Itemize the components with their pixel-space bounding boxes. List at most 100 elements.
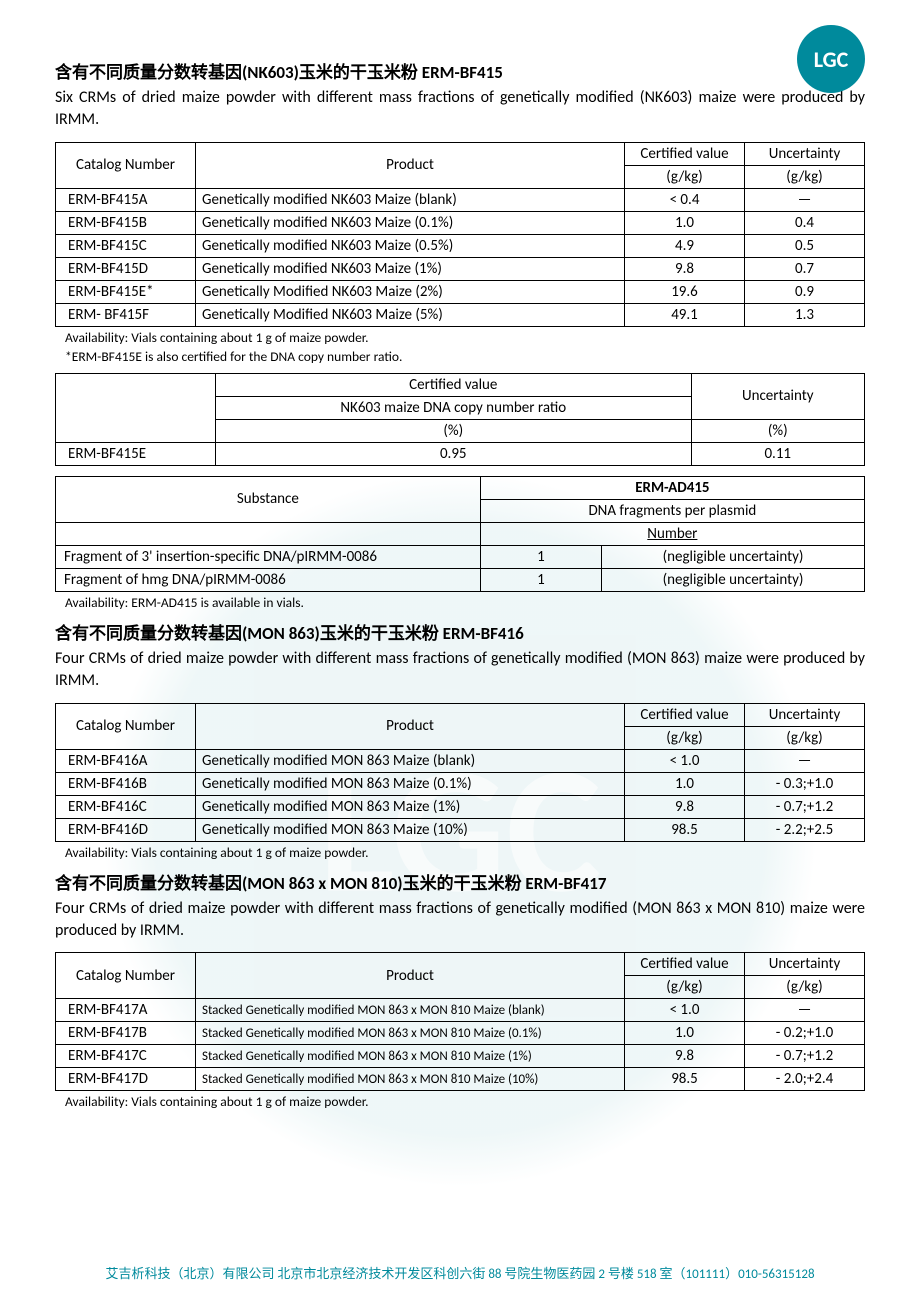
- lgc-logo: LGC: [797, 25, 865, 93]
- th-unc-unit: (g/kg): [745, 976, 865, 999]
- table-row: Fragment of 3' insertion-specific DNA/pI…: [56, 545, 865, 568]
- note-3a: Availability: Vials containing about 1 g…: [65, 1093, 865, 1110]
- th-catalog: Catalog Number: [56, 142, 196, 188]
- section-desc-2: Four CRMs of dried maize powder with dif…: [55, 648, 865, 693]
- th-erm: ERM-AD415: [480, 476, 864, 499]
- cell-cv: < 1.0: [625, 749, 745, 772]
- cell-catalog: ERM-BF415C: [56, 234, 196, 257]
- section-title-1: 含有不同质量分数转基因(NK603)玉米的干玉米粉 ERM-BF415: [55, 58, 865, 83]
- cell-product: Genetically modified MON 863 Maize (0.1%…: [196, 772, 625, 795]
- cell-cv: 19.6: [625, 280, 745, 303]
- cell-unc: (negligible uncertainty): [602, 568, 865, 591]
- th-unc: Uncertainty: [745, 142, 865, 165]
- th-cv: Certified value: [625, 703, 745, 726]
- th-substance: Substance: [56, 476, 481, 522]
- table-row: ERM-BF417CStacked Genetically modified M…: [56, 1045, 865, 1068]
- cell-catalog: ERM-BF417A: [56, 999, 196, 1022]
- table-row: ERM-BF415CGenetically modified NK603 Mai…: [56, 234, 865, 257]
- cell-unc: 0.4: [745, 211, 865, 234]
- note-1c: Availability: ERM-AD415 is available in …: [65, 594, 865, 611]
- table-row: ERM- BF415FGenetically Modified NK603 Ma…: [56, 303, 865, 326]
- section-desc-1: Six CRMs of dried maize powder with diff…: [55, 87, 865, 132]
- cell-product: Stacked Genetically modified MON 863 x M…: [196, 1022, 625, 1045]
- cell-num: 1: [480, 568, 601, 591]
- cell-catalog: ERM-BF417B: [56, 1022, 196, 1045]
- table-row: ERM-BF415DGenetically modified NK603 Mai…: [56, 257, 865, 280]
- table-row: ERM-BF417DStacked Genetically modified M…: [56, 1068, 865, 1091]
- table-row: ERM-BF416DGenetically modified MON 863 M…: [56, 818, 865, 841]
- cell-product: Genetically modified MON 863 Maize (1%): [196, 795, 625, 818]
- cell-catalog: ERM-BF416C: [56, 795, 196, 818]
- cell-substance: Fragment of 3' insertion-specific DNA/pI…: [56, 545, 481, 568]
- cell-cv: 4.9: [625, 234, 745, 257]
- cell-cv: 98.5: [625, 818, 745, 841]
- th-cv2c: (%): [216, 419, 692, 442]
- th-cv: Certified value: [625, 953, 745, 976]
- cell-cv: 1.0: [625, 211, 745, 234]
- th-unc-unit: (g/kg): [745, 726, 865, 749]
- th-cv2: Certified value: [216, 373, 692, 396]
- table-row: ERM-BF417AStacked Genetically modified M…: [56, 999, 865, 1022]
- cell-unc: - 0.2;+1.0: [745, 1022, 865, 1045]
- cell-unc: 0.9: [745, 280, 865, 303]
- th-cv-unit: (g/kg): [625, 726, 745, 749]
- th-blank: [56, 373, 216, 442]
- th-cv: Certified value: [625, 142, 745, 165]
- cell-product: Genetically modified MON 863 Maize (blan…: [196, 749, 625, 772]
- th-cv2b: NK603 maize DNA copy number ratio: [216, 396, 692, 419]
- th-product: Product: [196, 703, 625, 749]
- cell-catalog: ERM- BF415F: [56, 303, 196, 326]
- cell-product: Stacked Genetically modified MON 863 x M…: [196, 999, 625, 1022]
- table-row: ERM-BF417BStacked Genetically modified M…: [56, 1022, 865, 1045]
- section-desc-3: Four CRMs of dried maize powder with dif…: [55, 898, 865, 943]
- section-title-3: 含有不同质量分数转基因(MON 863 x MON 810)玉米的干玉米粉 ER…: [55, 869, 865, 894]
- cell-product: Stacked Genetically modified MON 863 x M…: [196, 1045, 625, 1068]
- table-row: ERM-BF416BGenetically modified MON 863 M…: [56, 772, 865, 795]
- cell-catalog: ERM-BF415D: [56, 257, 196, 280]
- cell-cv: 1.0: [625, 772, 745, 795]
- th-frag: DNA fragments per plasmid: [480, 499, 864, 522]
- cell-product: Genetically Modified NK603 Maize (2%): [196, 280, 625, 303]
- cell-cv: 98.5: [625, 1068, 745, 1091]
- cell-cv: 49.1: [625, 303, 745, 326]
- table-row: Fragment of hmg DNA/pIRMM-00861(negligib…: [56, 568, 865, 591]
- cell-product: Genetically modified NK603 Maize (0.1%): [196, 211, 625, 234]
- cell-cv: < 0.4: [625, 188, 745, 211]
- cell-product: Stacked Genetically modified MON 863 x M…: [196, 1068, 625, 1091]
- cell-catalog: ERM-BF415E*: [56, 280, 196, 303]
- cell-substance: Fragment of hmg DNA/pIRMM-0086: [56, 568, 481, 591]
- table-bf416: Catalog Number Product Certified value U…: [55, 703, 865, 842]
- table-row: ERM-BF415AGenetically modified NK603 Mai…: [56, 188, 865, 211]
- th-unc: Uncertainty: [745, 703, 865, 726]
- cell-catalog: ERM-BF416A: [56, 749, 196, 772]
- cell-catalog: ERM-BF417D: [56, 1068, 196, 1091]
- th-unc: Uncertainty: [745, 953, 865, 976]
- cell-cv: 0.95: [216, 442, 692, 465]
- th-unc2b: (%): [691, 419, 865, 442]
- th-erm-label: ERM-AD415: [635, 479, 709, 497]
- th-cv-unit: (g/kg): [625, 976, 745, 999]
- cell-unc: 0.7: [745, 257, 865, 280]
- table-row: ERM-BF416CGenetically modified MON 863 M…: [56, 795, 865, 818]
- th-product: Product: [196, 142, 625, 188]
- cell-product: Genetically modified MON 863 Maize (10%): [196, 818, 625, 841]
- cell-unc: - 0.7;+1.2: [745, 1045, 865, 1068]
- cell-cv: 1.0: [625, 1022, 745, 1045]
- cell-unc: —: [745, 749, 865, 772]
- cell-unc: - 0.7;+1.2: [745, 795, 865, 818]
- cell-product: Genetically modified NK603 Maize (blank): [196, 188, 625, 211]
- cell-unc: - 0.3;+1.0: [745, 772, 865, 795]
- page-footer: 艾吉析科技（北京）有限公司 北京市北京经济技术开发区科创六街 88 号院生物医药…: [0, 1263, 920, 1282]
- cell-unc: (negligible uncertainty): [602, 545, 865, 568]
- cell-catalog: ERM-BF415B: [56, 211, 196, 234]
- cell-product: Genetically modified NK603 Maize (0.5%): [196, 234, 625, 257]
- note-2a: Availability: Vials containing about 1 g…: [65, 844, 865, 861]
- table-row: ERM-BF415BGenetically modified NK603 Mai…: [56, 211, 865, 234]
- section-title-2: 含有不同质量分数转基因(MON 863)玉米的干玉米粉 ERM-BF416: [55, 619, 865, 644]
- cell-unc: 1.3: [745, 303, 865, 326]
- cell-unc: - 2.2;+2.5: [745, 818, 865, 841]
- cell-cv: 9.8: [625, 795, 745, 818]
- cell-product: Genetically Modified NK603 Maize (5%): [196, 303, 625, 326]
- th-unc2: Uncertainty: [691, 373, 865, 419]
- note-1a: Availability: Vials containing about 1 g…: [65, 329, 865, 346]
